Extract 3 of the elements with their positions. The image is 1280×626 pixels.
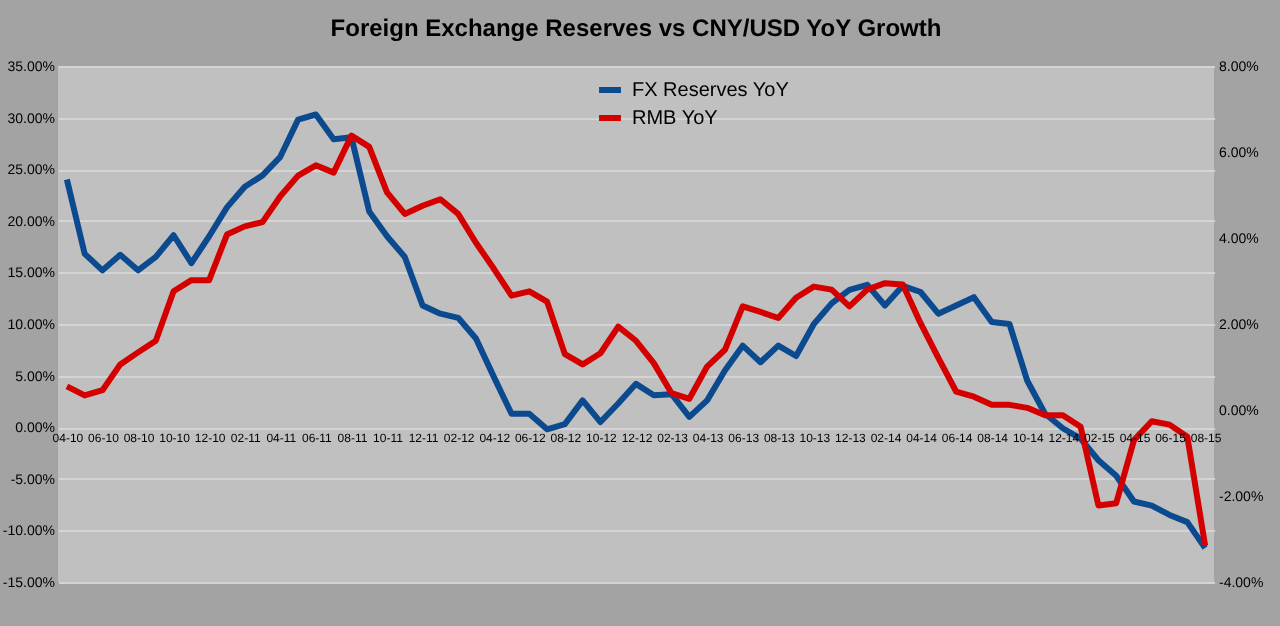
legend-label: RMB YoY xyxy=(632,108,719,130)
legend-label: FX Reserves YoY xyxy=(632,80,790,102)
chart-title: Foreign Exchange Reserves vs CNY/USD YoY Growth xyxy=(330,14,942,42)
